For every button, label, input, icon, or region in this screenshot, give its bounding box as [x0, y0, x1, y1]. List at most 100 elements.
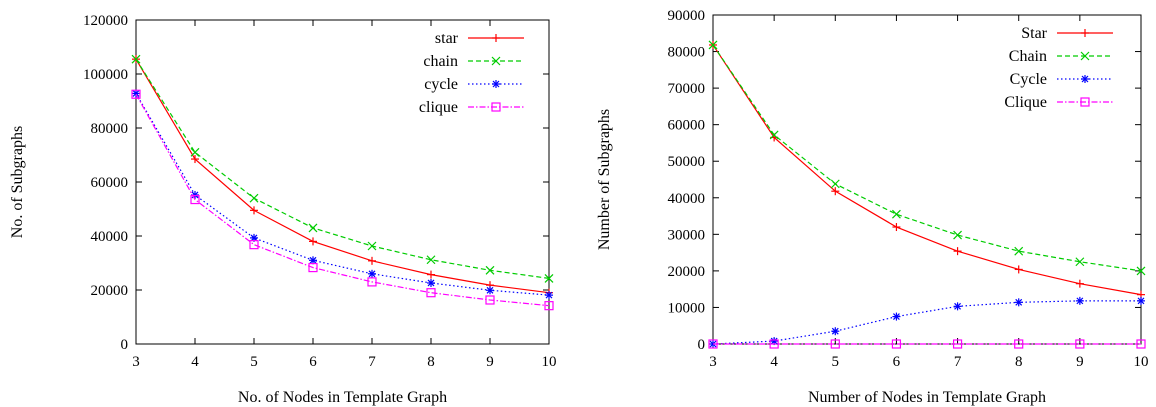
- plot-frame: [712, 14, 1142, 345]
- series-line-chain: [712, 44, 1142, 272]
- x-tick-label: 8: [427, 354, 435, 370]
- data-point-clique: [891, 339, 902, 349]
- data-point-chain: [367, 241, 377, 251]
- series-chain: [131, 54, 554, 283]
- data-point-clique: [1075, 339, 1085, 349]
- y-tick-label: 90000: [668, 8, 706, 24]
- data-point-cycle: [427, 278, 435, 287]
- data-point-chain: [708, 40, 718, 50]
- data-point-star: [953, 247, 962, 256]
- y-axis-title: No. of Subgraphs: [9, 126, 26, 238]
- legend-swatch-marker: [1080, 97, 1090, 107]
- y-tick-label: 50000: [668, 154, 706, 170]
- data-point-chain: [249, 193, 259, 203]
- x-tick-label: 6: [893, 354, 901, 370]
- data-point-clique: [485, 295, 495, 305]
- data-point-chain: [769, 130, 779, 140]
- series-line-chain: [135, 58, 550, 279]
- y-tick-label: 40000: [91, 229, 129, 245]
- data-point-star: [368, 256, 376, 265]
- data-point-star: [892, 223, 901, 232]
- y-tick-label: 70000: [668, 81, 706, 97]
- y-tick-label: 80000: [91, 121, 129, 137]
- x-tick-label: 8: [1015, 354, 1023, 370]
- legend-label: Clique: [1004, 94, 1047, 111]
- data-point-chain: [426, 255, 436, 265]
- data-point-clique: [1136, 339, 1146, 349]
- series-line-cycle: [712, 300, 1141, 345]
- series-cycle: [709, 296, 1145, 348]
- x-tick-label: 5: [250, 354, 258, 370]
- data-point-chain: [1014, 246, 1024, 256]
- x-axis-title: Number of Nodes in Template Graph: [808, 389, 1046, 406]
- legend-label: chain: [423, 53, 458, 70]
- data-point-clique: [190, 194, 200, 205]
- data-point-clique: [708, 339, 718, 349]
- series-line-clique: [135, 93, 550, 307]
- data-point-cycle: [831, 327, 840, 336]
- y-tick-label: 20000: [668, 264, 706, 280]
- x-tick-label: 5: [832, 354, 840, 370]
- legend: star chain cycle clique: [419, 30, 524, 116]
- data-point-clique: [830, 339, 840, 349]
- legend-swatch-marker: [491, 56, 501, 66]
- x-tick-label: 6: [309, 354, 317, 370]
- legend-swatch-marker: [492, 34, 500, 42]
- x-tick-label: 10: [542, 354, 557, 370]
- series-line-star: [712, 44, 1142, 296]
- data-point-clique: [367, 277, 377, 287]
- y-tick-label: 30000: [668, 227, 706, 243]
- data-point-clique: [249, 240, 259, 250]
- data-point-star: [250, 206, 258, 215]
- data-point-chain: [190, 147, 200, 157]
- data-point-cycle: [545, 291, 553, 300]
- data-point-cycle: [368, 269, 376, 278]
- data-point-cycle: [1014, 298, 1023, 307]
- y-tick-label: 60000: [91, 175, 129, 191]
- legend-label: Star: [1021, 25, 1047, 42]
- legend-swatch-marker: [491, 102, 501, 112]
- data-point-cycle: [486, 286, 494, 295]
- series-star: [132, 55, 553, 297]
- legend-label: Cycle: [1010, 71, 1047, 88]
- y-tick-label: 10000: [668, 300, 706, 316]
- data-point-clique: [544, 301, 554, 311]
- series-chain: [708, 40, 1146, 276]
- legend-swatch-marker: [492, 80, 500, 88]
- y-tick-label: 60000: [668, 118, 706, 134]
- x-tick-label: 7: [368, 354, 376, 370]
- series-star: [709, 40, 1145, 299]
- legend-swatch-marker: [1081, 75, 1089, 83]
- data-point-chain: [1075, 257, 1085, 267]
- data-point-star: [427, 270, 435, 279]
- legend-label: star: [435, 30, 459, 47]
- data-point-chain: [131, 54, 141, 64]
- legend: Star Chain Cycle Clique: [1004, 25, 1113, 111]
- x-tick-label: 3: [709, 354, 717, 370]
- series-clique: [708, 339, 1146, 349]
- data-point-clique: [1014, 339, 1024, 349]
- x-tick-label: 4: [770, 354, 778, 370]
- data-point-chain: [953, 230, 962, 240]
- data-point-clique: [131, 89, 141, 99]
- x-tick-label: 7: [954, 354, 962, 370]
- legend-label: clique: [419, 99, 458, 116]
- y-tick-label: 100000: [83, 67, 128, 83]
- legend-label: Chain: [1009, 48, 1047, 65]
- y-tick-label: 120000: [83, 13, 128, 29]
- data-point-chain: [308, 223, 318, 233]
- data-point-star: [1075, 279, 1084, 288]
- data-point-chain: [1136, 266, 1146, 276]
- data-point-clique: [426, 288, 436, 298]
- data-point-star: [1014, 265, 1023, 274]
- data-point-cycle: [892, 312, 901, 321]
- y-tick-label: 40000: [668, 191, 706, 207]
- series-line-star: [135, 58, 550, 294]
- series-clique: [131, 89, 554, 311]
- x-tick-label: 9: [486, 354, 494, 370]
- data-point-chain: [485, 265, 495, 275]
- y-tick-label: 20000: [91, 283, 129, 299]
- series-line-cycle: [135, 93, 550, 296]
- data-point-cycle: [770, 337, 779, 346]
